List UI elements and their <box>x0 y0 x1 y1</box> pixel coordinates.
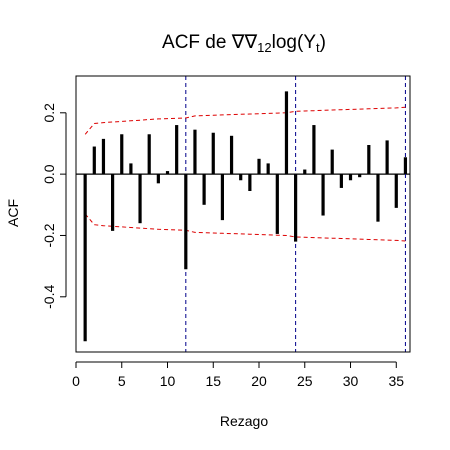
plot-area <box>76 76 410 352</box>
chart-title: ACF de ∇∇12log(Yt) <box>162 32 326 55</box>
y-tick-label: -0.4 <box>41 285 57 309</box>
x-axis-label: Rezago <box>220 413 268 429</box>
x-tick-label: 30 <box>343 373 359 389</box>
chart-title-subscript-12: 12 <box>257 40 271 55</box>
x-tick-label: 20 <box>251 373 267 389</box>
chart-title-log: log(Y <box>272 32 317 53</box>
y-tick-label: -0.2 <box>41 223 57 247</box>
y-axis-label: ACF <box>5 199 21 227</box>
x-tick-label: 35 <box>388 373 404 389</box>
x-tick-label: 0 <box>72 373 80 389</box>
chart-title-subscript-t: t <box>316 40 320 55</box>
plot-frame <box>75 75 411 353</box>
axes: 0 5 10 15 20 25 30 35 -0.4 -0.2 0.0 0.2 <box>41 75 411 389</box>
x-tick-label: 15 <box>205 373 221 389</box>
chart-title-nabla-1: ∇ <box>231 32 245 53</box>
chart-title-prefix: ACF de <box>162 32 232 53</box>
y-tick-label: 0.0 <box>41 164 57 184</box>
confidence-band-upper <box>84 106 406 135</box>
y-tick-label: 0.2 <box>41 103 57 123</box>
chart-title-nabla-2: ∇ <box>243 32 257 53</box>
x-tick-label: 25 <box>297 373 313 389</box>
x-tick-label: 5 <box>118 373 126 389</box>
x-tick-label: 10 <box>160 373 176 389</box>
confidence-band-lower <box>84 213 406 242</box>
chart-title-close: ) <box>320 32 326 53</box>
